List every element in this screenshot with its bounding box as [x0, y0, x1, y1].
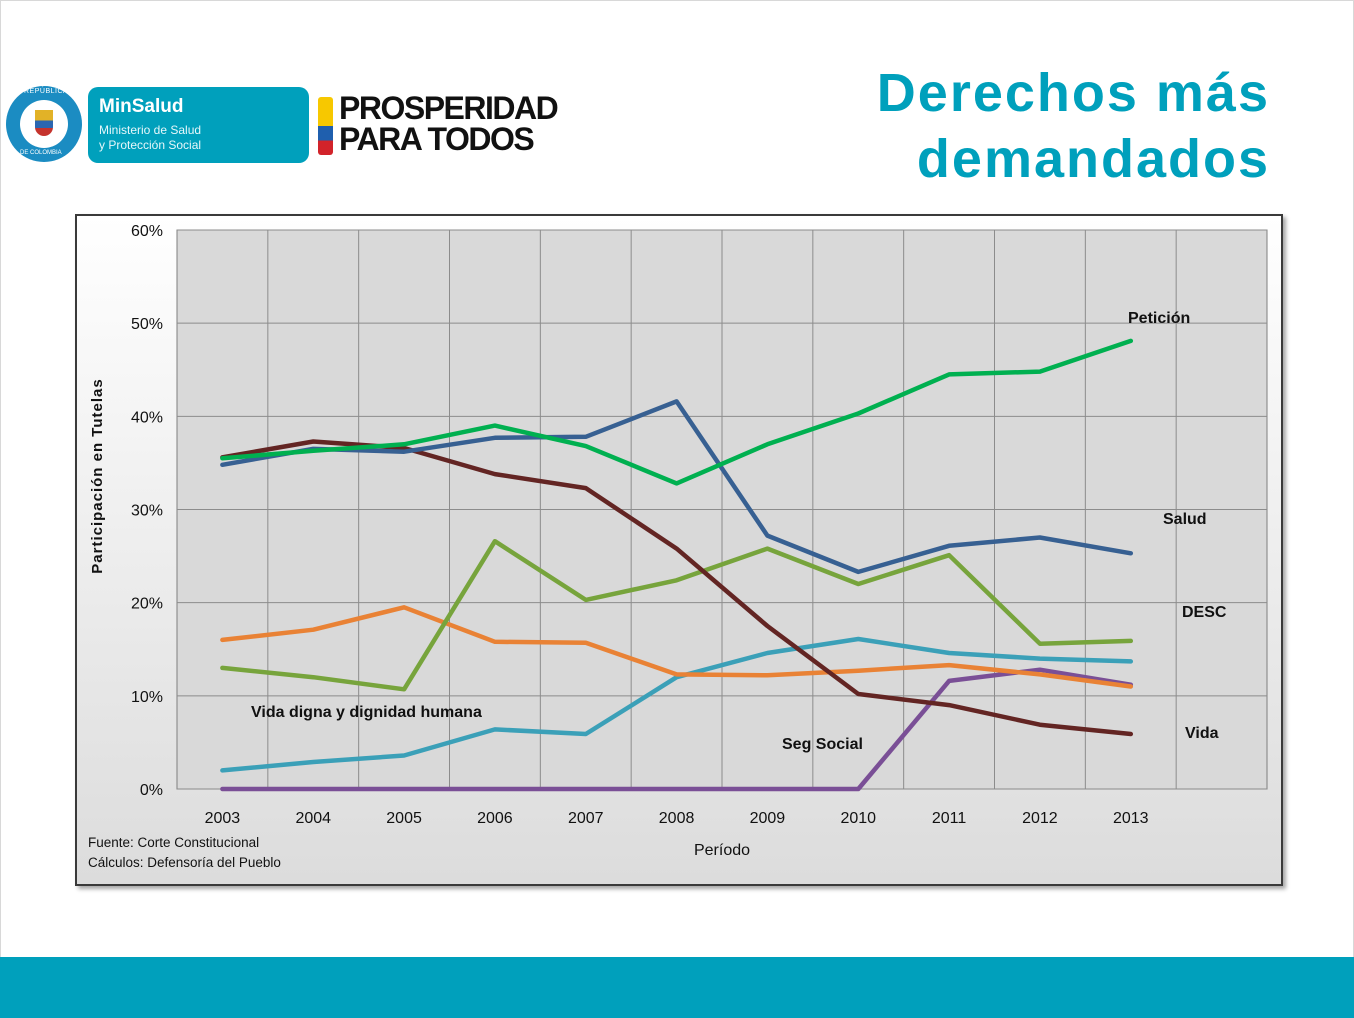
- x-tick-label: 2008: [659, 810, 695, 827]
- y-axis-label: Participación en Tutelas: [89, 378, 106, 573]
- x-tick-label: 2011: [932, 810, 967, 827]
- series-line-salud: [220, 399, 1134, 575]
- y-tick-label: 50%: [131, 316, 163, 333]
- x-tick-label: 2013: [1113, 810, 1149, 827]
- minsalud-logo: MinSalud Ministerio de Salud y Protecció…: [88, 87, 309, 163]
- coat-of-arms-seal: REPÚBLICA DE COLOMBIA: [6, 86, 82, 162]
- page-title: Derechos más demandados: [877, 60, 1270, 192]
- series-line-vida-digna-y-dignidad-humana: [220, 605, 1134, 689]
- source-note: Fuente: Corte Constitucional: [88, 835, 260, 850]
- slogan-line-1: PROSPERIDAD: [339, 90, 559, 126]
- ministry-subtitle-2: y Protección Social: [99, 138, 202, 152]
- series-label: Seg Social: [782, 736, 863, 753]
- series-line-unlabeled: [220, 667, 1134, 792]
- seal-inner: [20, 100, 68, 148]
- page-title-line-2: demandados: [916, 129, 1270, 189]
- y-tick-label: 60%: [131, 223, 163, 240]
- series-line-desc: [220, 538, 1134, 692]
- footer-bar: [0, 957, 1354, 1018]
- series-label: Vida: [1185, 725, 1219, 742]
- page-title-line-1: Derechos más: [876, 63, 1270, 123]
- x-axis-label: Período: [694, 842, 750, 859]
- seal-text-top: REPÚBLICA: [24, 88, 69, 95]
- x-tick-label: 2004: [295, 810, 331, 827]
- x-tick-label: 2007: [568, 810, 604, 827]
- x-tick-label: 2003: [205, 810, 241, 827]
- x-tick-label: 2010: [840, 810, 876, 827]
- x-tick-label: 2005: [386, 810, 422, 827]
- slogan-logo: PROSPERIDAD PARA TODOS: [339, 90, 559, 157]
- y-tick-label: 20%: [131, 596, 163, 613]
- calculations-note: Cálculos: Defensoría del Pueblo: [88, 855, 281, 870]
- ministry-name: MinSalud: [99, 96, 184, 117]
- series-label: Petición: [1128, 310, 1190, 327]
- x-tick-label: 2012: [1022, 810, 1058, 827]
- x-tick-label: 2006: [477, 810, 513, 827]
- seal-text-bottom: DE COLOMBIA: [20, 150, 62, 156]
- x-tick-label: 2009: [750, 810, 786, 827]
- series-label: Vida digna y dignidad humana: [251, 704, 482, 721]
- colombia-flag-icon: [318, 97, 333, 155]
- shield-icon: [35, 110, 53, 136]
- series-line-seg-social: [220, 636, 1134, 773]
- y-tick-label: 40%: [131, 409, 163, 426]
- series-label: Salud: [1163, 511, 1207, 528]
- y-tick-label: 0%: [140, 782, 163, 799]
- y-tick-label: 30%: [131, 503, 163, 520]
- ministry-subtitle-1: Ministerio de Salud: [99, 123, 202, 137]
- series-label: DESC: [1182, 604, 1227, 621]
- series-line-petición: [220, 338, 1134, 486]
- y-tick-label: 10%: [131, 689, 163, 706]
- slogan-line-2: PARA TODOS: [339, 121, 535, 157]
